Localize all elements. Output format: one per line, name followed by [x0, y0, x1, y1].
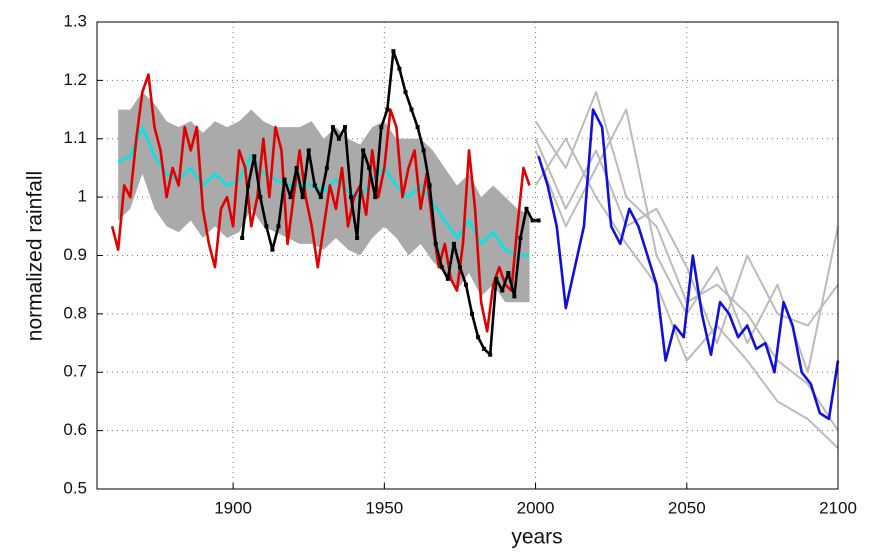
series-marker	[336, 136, 341, 141]
series-marker	[318, 195, 323, 200]
series-marker	[500, 288, 505, 293]
series-marker	[240, 235, 245, 240]
series-marker	[258, 195, 263, 200]
series-marker	[476, 335, 481, 340]
series-line	[534, 138, 839, 345]
series-marker	[276, 224, 281, 229]
series-marker	[282, 177, 287, 182]
series-marker	[512, 294, 517, 299]
x-tick-label: 2000	[517, 498, 555, 517]
series-marker	[330, 125, 335, 130]
y-tick-label: 1	[78, 187, 87, 206]
series-marker	[349, 195, 354, 200]
series-marker	[288, 195, 293, 200]
series-marker	[421, 148, 426, 153]
x-tick-label: 1950	[365, 498, 403, 517]
series-marker	[506, 271, 511, 276]
series-marker	[403, 90, 408, 95]
y-tick-label: 1.3	[63, 11, 87, 30]
series-marker	[463, 282, 468, 287]
series-marker	[246, 183, 251, 188]
series-marker	[488, 352, 493, 357]
series-marker	[300, 195, 305, 200]
series-marker	[482, 346, 487, 351]
series-marker	[361, 148, 366, 153]
series-marker	[457, 265, 462, 270]
uncertainty-band	[118, 92, 530, 303]
series-marker	[264, 224, 269, 229]
series-marker	[367, 165, 372, 170]
x-axis-label: years	[511, 526, 562, 549]
y-tick-label: 0.5	[63, 478, 87, 497]
y-tick-label: 1.2	[63, 70, 87, 89]
y-tick-label: 0.6	[63, 420, 87, 439]
series-marker	[530, 218, 535, 223]
y-tick-label: 0.9	[63, 245, 87, 264]
series-marker	[324, 165, 329, 170]
series-line	[537, 108, 840, 421]
series-marker	[445, 276, 450, 281]
series-marker	[494, 276, 499, 281]
series-marker	[433, 241, 438, 246]
series-marker	[439, 265, 444, 270]
series-marker	[518, 235, 523, 240]
series-marker	[397, 66, 402, 71]
series-marker	[470, 311, 475, 316]
x-tick-label: 2100	[819, 498, 857, 517]
series-marker	[391, 49, 396, 54]
series-marker	[373, 195, 378, 200]
x-tick-label: 1900	[214, 498, 252, 517]
series-marker	[385, 107, 390, 112]
series-marker	[294, 165, 299, 170]
y-tick-label: 1.1	[63, 128, 87, 147]
series-line	[534, 137, 839, 449]
series-marker	[536, 218, 541, 223]
series-marker	[306, 148, 311, 153]
series-marker	[427, 183, 432, 188]
series-line	[117, 125, 530, 257]
series-marker	[343, 125, 348, 130]
series-marker	[355, 235, 360, 240]
series-marker	[252, 154, 257, 159]
series-marker	[409, 107, 414, 112]
y-tick-label: 0.8	[63, 303, 87, 322]
series-marker	[451, 241, 456, 246]
series-marker	[379, 125, 384, 130]
series-marker	[524, 206, 529, 211]
series-marker	[312, 183, 317, 188]
series-marker	[270, 247, 275, 252]
y-tick-label: 0.7	[63, 362, 87, 381]
y-axis-label: normalized rainfall	[24, 171, 47, 341]
plot-frame	[96, 21, 839, 490]
x-tick-label: 2050	[668, 498, 706, 517]
series-marker	[415, 125, 420, 130]
